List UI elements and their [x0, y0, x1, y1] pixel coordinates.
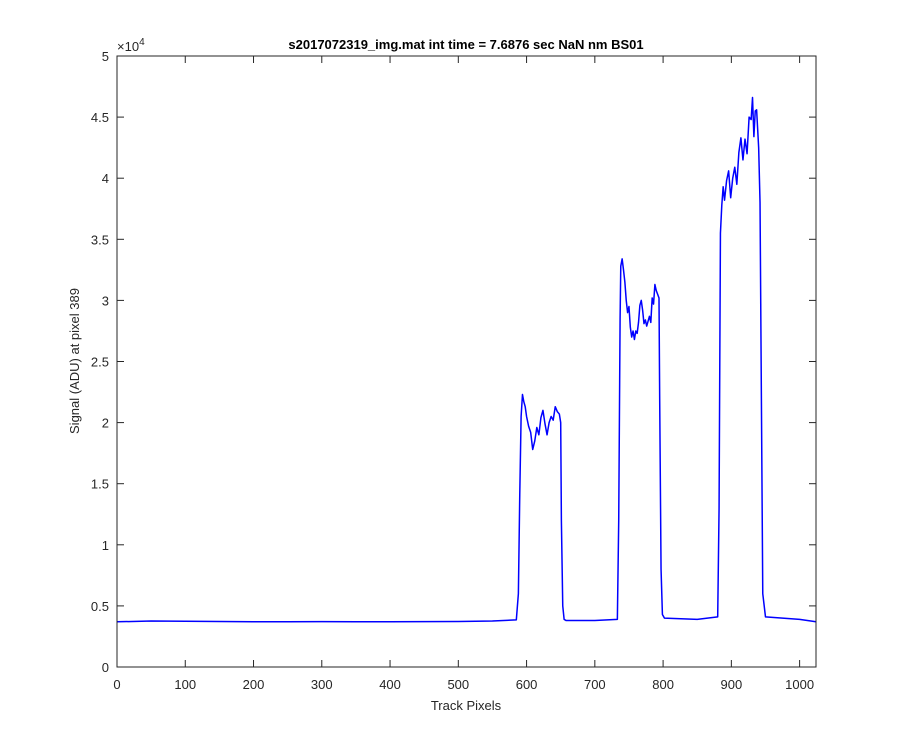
y-axis-label: Signal (ADU) at pixel 389 — [67, 288, 82, 434]
y-tick-label: 1.5 — [91, 477, 109, 492]
chart-title: s2017072319_img.mat int time = 7.6876 se… — [288, 37, 643, 52]
x-tick-label: 600 — [516, 677, 538, 692]
x-tick-label: 900 — [721, 677, 743, 692]
x-tick-label: 400 — [379, 677, 401, 692]
y-tick-label: 3.5 — [91, 232, 109, 247]
x-tick-label: 700 — [584, 677, 606, 692]
y-tick-label: 4 — [102, 171, 109, 186]
x-tick-label: 300 — [311, 677, 333, 692]
y-tick-label: 4.5 — [91, 110, 109, 125]
x-tick-label: 800 — [652, 677, 674, 692]
axes-box — [116, 55, 817, 668]
x-axis-label: Track Pixels — [431, 698, 502, 713]
x-tick-label: 200 — [243, 677, 265, 692]
series-line — [116, 96, 817, 623]
y-ticks: 0 0.5 1 1.5 2 2.5 3 3.5 4 4.5 5 — [91, 49, 816, 675]
x-tick-label: 100 — [174, 677, 196, 692]
y-exponent-label: ×104 — [117, 37, 145, 54]
y-tick-label: 3 — [102, 293, 109, 308]
y-tick-label: 2 — [102, 416, 109, 431]
y-tick-label: 5 — [102, 49, 109, 64]
x-tick-label: 0 — [113, 677, 120, 692]
y-tick-label: 2.5 — [91, 355, 109, 370]
x-tick-label: 500 — [447, 677, 469, 692]
y-tick-label: 0.5 — [91, 599, 109, 614]
y-tick-label: 0 — [102, 660, 109, 675]
plot-area — [117, 56, 816, 667]
x-tick-label: 1000 — [785, 677, 814, 692]
x-ticks: 0 100 200 300 400 500 600 700 800 900 1000 — [113, 56, 814, 692]
y-tick-label: 1 — [102, 538, 109, 553]
